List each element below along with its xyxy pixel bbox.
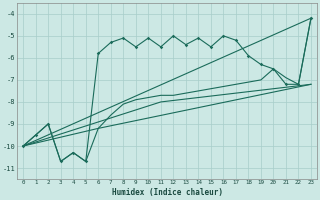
X-axis label: Humidex (Indice chaleur): Humidex (Indice chaleur) [112,188,223,197]
